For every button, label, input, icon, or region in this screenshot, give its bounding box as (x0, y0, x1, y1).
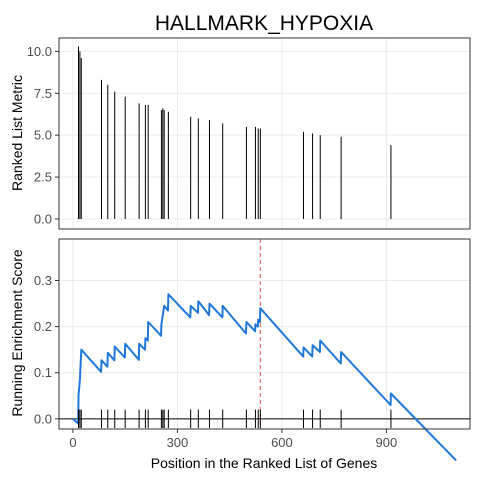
top-panel-border (58, 37, 471, 230)
bottom-y-tick-label: 0.1 (34, 365, 52, 380)
top-y-tick-label: 10.0 (27, 44, 52, 59)
x-axis-title: Position in the Ranked List of Genes (151, 455, 377, 471)
x-tick-label: 900 (376, 435, 398, 450)
bottom-y-tick-label: 0.2 (34, 319, 52, 334)
top-y-tick-label: 2.5 (34, 170, 52, 185)
bottom-y-tick-label: 0.0 (34, 411, 52, 426)
y-axis-title-ranked-metric: Ranked List Metric (9, 75, 25, 191)
ranked-list-metric-panel: 0.0 2.5 5.0 7.5 10.0 (27, 37, 471, 230)
top-y-tick-label: 7.5 (34, 86, 52, 101)
bottom-panel-background (59, 239, 470, 429)
running-enrichment-score-panel: 0.0 0.1 0.2 0.3 0 300 600 900 (34, 238, 471, 462)
top-panel-background (59, 38, 470, 229)
y-axis-title-running-score: Running Enrichment Score (9, 249, 25, 417)
bottom-y-tick-label: 0.3 (34, 273, 52, 288)
x-tick-label: 600 (271, 435, 293, 450)
x-tick-label: 0 (69, 435, 76, 450)
chart-title: HALLMARK_HYPOXIA (155, 12, 373, 35)
top-y-tick-label: 0.0 (34, 211, 52, 226)
bottom-panel-border (58, 238, 471, 430)
x-tick-label: 300 (167, 435, 189, 450)
top-y-tick-label: 5.0 (34, 128, 52, 143)
running-score-line (72, 293, 457, 462)
